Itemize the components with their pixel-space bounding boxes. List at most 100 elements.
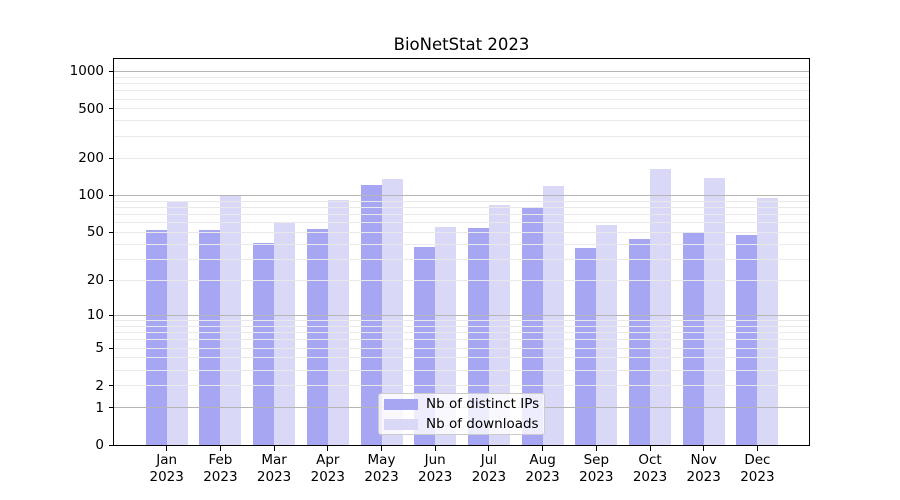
bars-layer xyxy=(114,59,809,445)
gridline-minor-40 xyxy=(114,243,809,245)
x-tick-mar-2023 xyxy=(273,446,275,451)
x-tick-year: 2023 xyxy=(310,468,345,485)
x-tick-year: 2023 xyxy=(364,468,399,485)
bar-distinct-ips-apr xyxy=(306,229,328,445)
gridline-minor-500 xyxy=(114,108,809,110)
x-tick-year: 2023 xyxy=(686,468,721,485)
x-tick-aug-2023 xyxy=(542,446,544,451)
gridline-minor-20 xyxy=(114,279,809,281)
x-tick-year: 2023 xyxy=(579,468,614,485)
y-tick-label-2: 2 xyxy=(95,377,104,394)
x-tick-month: Nov xyxy=(690,452,717,468)
y-tick-10 xyxy=(109,314,114,316)
legend-label-downloads: Nb of downloads xyxy=(426,416,539,432)
x-tick-dec-2023 xyxy=(756,446,758,451)
x-tick-label-jul-2023: Jul 2023 xyxy=(452,452,526,485)
legend-swatch-downloads xyxy=(384,418,418,430)
gridline-minor-600 xyxy=(114,98,809,100)
x-tick-label-aug-2023: Aug 2023 xyxy=(506,452,580,485)
x-tick-month: Oct xyxy=(638,452,662,468)
x-tick-jul-2023 xyxy=(488,446,490,451)
x-tick-jun-2023 xyxy=(434,446,436,451)
grid-layer xyxy=(114,59,809,445)
y-tick-label-200: 200 xyxy=(78,150,104,167)
bar-distinct-ips-jan xyxy=(145,230,167,445)
y-tick-label-0: 0 xyxy=(95,437,104,453)
bar-downloads-sep xyxy=(596,224,618,445)
x-tick-jan-2023 xyxy=(166,446,168,451)
bar-distinct-ips-nov xyxy=(682,233,704,445)
x-tick-month: May xyxy=(367,452,396,468)
y-tick-200 xyxy=(109,157,114,159)
bar-downloads-jul xyxy=(488,204,510,445)
y-tick-label-100: 100 xyxy=(78,187,104,204)
gridline-minor-5 xyxy=(114,347,809,349)
gridline-minor-800 xyxy=(114,82,809,84)
y-tick-label-1000: 1000 xyxy=(69,63,104,80)
y-tick-label-10: 10 xyxy=(86,307,104,324)
x-tick-feb-2023 xyxy=(219,446,221,451)
y-tick-1 xyxy=(109,407,114,409)
y-tick-label-50: 50 xyxy=(86,224,104,241)
legend-swatch-distinct-ips xyxy=(384,398,418,410)
y-tick-0 xyxy=(109,444,114,446)
x-tick-label-jan-2023: Jan 2023 xyxy=(130,452,204,485)
gridline-major-100 xyxy=(114,194,809,196)
gridline-minor-80 xyxy=(114,206,809,208)
x-tick-year: 2023 xyxy=(418,468,453,485)
legend-item-downloads: Nb of downloads xyxy=(384,416,539,432)
x-tick-label-dec-2023: Dec 2023 xyxy=(720,452,794,485)
gridline-minor-400 xyxy=(114,120,809,122)
gridline-minor-7 xyxy=(114,332,809,334)
x-tick-may-2023 xyxy=(381,446,382,451)
x-tick-year: 2023 xyxy=(525,468,560,485)
gridline-minor-2 xyxy=(114,385,809,387)
gridline-minor-6 xyxy=(114,339,809,341)
x-tick-month: Jan xyxy=(156,452,178,468)
bar-downloads-nov xyxy=(703,178,725,445)
x-tick-label-feb-2023: Feb 2023 xyxy=(183,452,257,485)
gridline-minor-60 xyxy=(114,222,809,224)
gridline-minor-8 xyxy=(114,325,809,327)
x-tick-month: Jul xyxy=(480,452,498,468)
x-tick-month: Jun xyxy=(424,452,446,468)
gridline-minor-90 xyxy=(114,200,809,202)
bar-distinct-ips-sep xyxy=(575,248,597,445)
x-tick-label-jun-2023: Jun 2023 xyxy=(398,452,472,485)
x-tick-apr-2023 xyxy=(327,446,329,451)
y-tick-500 xyxy=(109,108,114,110)
bar-downloads-mar xyxy=(274,221,296,445)
x-tick-label-nov-2023: Nov 2023 xyxy=(667,452,741,485)
gridline-minor-50 xyxy=(114,231,809,233)
chart-title: BioNetStat 2023 xyxy=(393,35,530,54)
legend-label-distinct-ips: Nb of distinct IPs xyxy=(426,396,540,412)
y-tick-1000 xyxy=(109,70,114,72)
gridline-minor-200 xyxy=(114,157,809,159)
x-tick-nov-2023 xyxy=(703,446,705,451)
y-tick-2 xyxy=(109,385,114,387)
bar-downloads-may xyxy=(381,178,403,445)
y-tick-label-500: 500 xyxy=(78,100,104,117)
bar-distinct-ips-feb xyxy=(199,230,221,445)
y-tick-100 xyxy=(109,194,114,196)
bar-distinct-ips-jul xyxy=(467,228,489,445)
y-tick-20 xyxy=(109,279,114,281)
gridline-minor-700 xyxy=(114,90,809,92)
x-tick-label-sep-2023: Sep 2023 xyxy=(559,452,633,485)
bar-distinct-ips-mar xyxy=(253,242,275,445)
x-tick-year: 2023 xyxy=(203,468,238,485)
x-tick-year: 2023 xyxy=(471,468,507,485)
x-tick-year: 2023 xyxy=(632,468,668,485)
x-tick-label-mar-2023: Mar 2023 xyxy=(237,452,311,485)
x-tick-sep-2023 xyxy=(595,446,597,451)
x-tick-label-may-2023: May 2023 xyxy=(345,452,419,485)
x-tick-month: Apr xyxy=(316,452,340,468)
gridline-major-10 xyxy=(114,314,809,316)
plot-area xyxy=(113,58,810,446)
x-tick-month: Dec xyxy=(744,452,771,468)
gridline-major-1000 xyxy=(114,70,809,72)
gridline-minor-3 xyxy=(114,369,809,371)
y-tick-5 xyxy=(109,347,114,349)
bar-downloads-jun xyxy=(435,227,457,445)
